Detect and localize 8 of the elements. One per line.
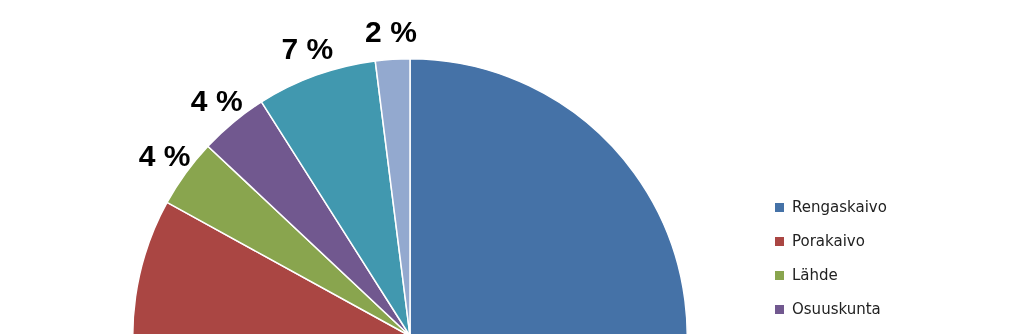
data-label: 4 %: [138, 139, 191, 173]
legend-label: Rengaskaivo: [792, 198, 887, 216]
legend-label: Lähde: [792, 266, 838, 284]
legend-label: Osuuskunta: [792, 300, 881, 318]
data-label: 7 %: [281, 31, 334, 65]
legend-label: Porakaivo: [792, 232, 865, 250]
data-label: 2 %: [365, 14, 417, 48]
data-label: 4 %: [190, 83, 243, 117]
